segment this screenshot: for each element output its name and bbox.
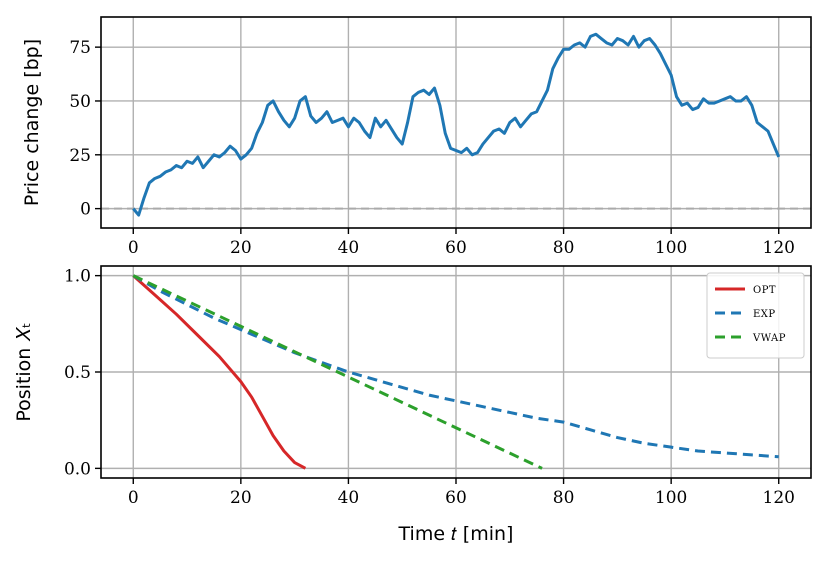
x-tick-label: 100 (655, 238, 687, 258)
y-axis-label: Price change [bp] (21, 39, 43, 206)
x-tick-label: 80 (553, 238, 575, 258)
x-tick-label: 20 (230, 238, 252, 258)
price-change-panel: 0 20 40 60 80 100 120 0 25 50 75 Price change [bp] (21, 16, 812, 258)
x-tick-label: 60 (445, 488, 467, 508)
y-tick-label: 0 (80, 200, 91, 220)
x-tick-label: 40 (338, 488, 360, 508)
y-tick-label: 0.0 (64, 459, 91, 479)
legend-label-vwap: VWAP (752, 333, 786, 344)
x-tick-label: 40 (338, 238, 360, 258)
series-line-exp (132, 274, 779, 459)
price-series-line (132, 32, 781, 217)
y-axis-label: Position 𝑋ₜ (13, 322, 35, 421)
x-tick-label: 60 (445, 238, 467, 258)
x-tick-label: 80 (553, 488, 575, 508)
position-panel: 0 20 40 60 80 100 120 0.0 0.5 1.0 Position 𝑋ₜ Time … (13, 265, 812, 545)
y-tick-label: 1.0 (64, 267, 91, 287)
x-tick-label: 100 (655, 488, 687, 508)
legend-label-exp: EXP (753, 309, 776, 320)
series-line-opt (132, 274, 307, 470)
x-tick-label: 0 (128, 488, 139, 508)
y-tick-label: 75 (69, 38, 91, 58)
legend-label-opt: OPT (753, 285, 776, 296)
x-axis-label: Time 𝑡 [min] (398, 523, 514, 545)
x-tick-label: 0 (128, 238, 139, 258)
x-tick-label: 120 (763, 488, 795, 508)
y-tick-label: 50 (69, 92, 91, 112)
x-tick-label: 120 (763, 238, 795, 258)
y-tick-label: 25 (69, 146, 91, 166)
y-tick-label: 0.5 (64, 363, 91, 383)
x-tick-label: 20 (230, 488, 252, 508)
series-line-vwap (132, 274, 543, 470)
